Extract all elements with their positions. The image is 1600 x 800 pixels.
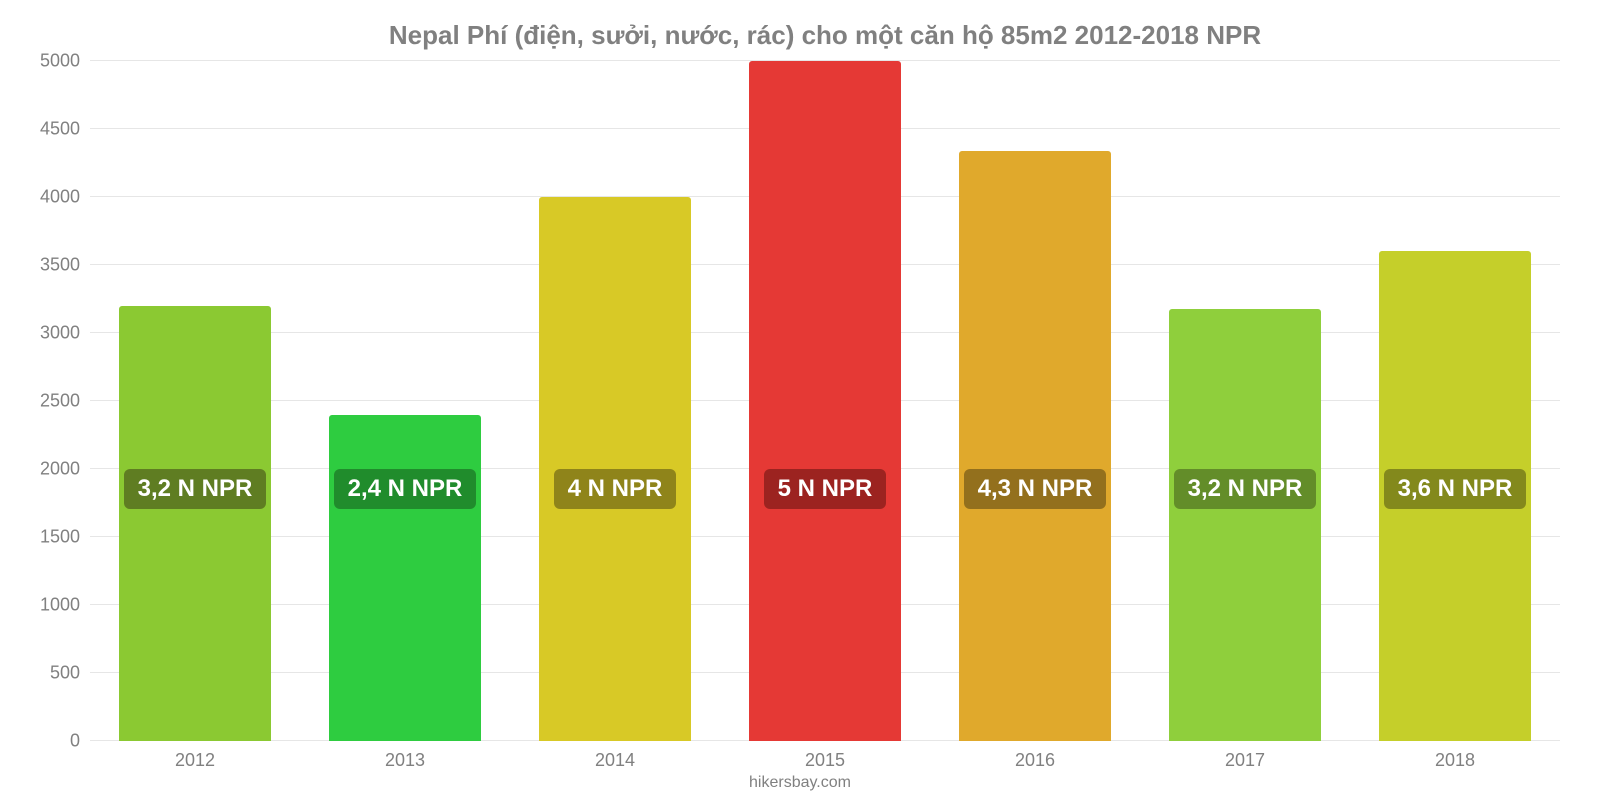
bar-label-wrap: 5 N NPR	[720, 449, 930, 489]
x-tick-label: 2012	[90, 750, 300, 771]
x-tick-label: 2013	[300, 750, 510, 771]
y-tick-label: 2500	[20, 391, 80, 412]
bar-label-wrap: 3,2 N NPR	[1140, 449, 1350, 489]
bar-value-label: 3,6 N NPR	[1384, 469, 1527, 509]
bar-value-label: 3,2 N NPR	[124, 469, 267, 509]
y-tick-label: 0	[20, 731, 80, 752]
y-tick-label: 500	[20, 663, 80, 684]
bar-value-label: 3,2 N NPR	[1174, 469, 1317, 509]
x-tick-label: 2018	[1350, 750, 1560, 771]
chart-title: Nepal Phí (điện, sưởi, nước, rác) cho mộ…	[90, 20, 1560, 51]
bar-label-wrap: 4 N NPR	[510, 449, 720, 489]
bar-label-wrap: 2,4 N NPR	[300, 449, 510, 489]
bar-slot: 5 N NPR2015	[720, 61, 930, 741]
y-tick-label: 4500	[20, 119, 80, 140]
chart-footer: hikersbay.com	[0, 774, 1600, 792]
y-tick-label: 1500	[20, 527, 80, 548]
bar-value-label: 4,3 N NPR	[964, 469, 1107, 509]
x-tick-label: 2016	[930, 750, 1140, 771]
bar-slot: 3,6 N NPR2018	[1350, 61, 1560, 741]
plot-area: 0500100015002000250030003500400045005000…	[90, 61, 1560, 741]
bar	[119, 306, 270, 741]
y-tick-label: 2000	[20, 459, 80, 480]
bar-label-wrap: 3,2 N NPR	[90, 449, 300, 489]
x-tick-label: 2017	[1140, 750, 1350, 771]
bar	[959, 151, 1110, 741]
y-tick-label: 3500	[20, 255, 80, 276]
bar-slot: 3,2 N NPR2017	[1140, 61, 1350, 741]
y-tick-label: 4000	[20, 187, 80, 208]
bar-slot: 4,3 N NPR2016	[930, 61, 1140, 741]
bar	[749, 61, 900, 741]
y-tick-label: 1000	[20, 595, 80, 616]
bar-value-label: 5 N NPR	[764, 469, 887, 509]
chart-container: Nepal Phí (điện, sưởi, nước, rác) cho mộ…	[0, 0, 1600, 800]
bar-value-label: 4 N NPR	[554, 469, 677, 509]
x-tick-label: 2015	[720, 750, 930, 771]
bar-label-wrap: 4,3 N NPR	[930, 449, 1140, 489]
x-tick-label: 2014	[510, 750, 720, 771]
bar-slot: 3,2 N NPR2012	[90, 61, 300, 741]
bar	[1169, 309, 1320, 741]
bar-value-label: 2,4 N NPR	[334, 469, 477, 509]
bar-slot: 2,4 N NPR2013	[300, 61, 510, 741]
bar-slot: 4 N NPR2014	[510, 61, 720, 741]
bar-label-wrap: 3,6 N NPR	[1350, 449, 1560, 489]
y-tick-label: 5000	[20, 51, 80, 72]
bars-group: 3,2 N NPR20122,4 N NPR20134 N NPR20145 N…	[90, 61, 1560, 741]
y-tick-label: 3000	[20, 323, 80, 344]
